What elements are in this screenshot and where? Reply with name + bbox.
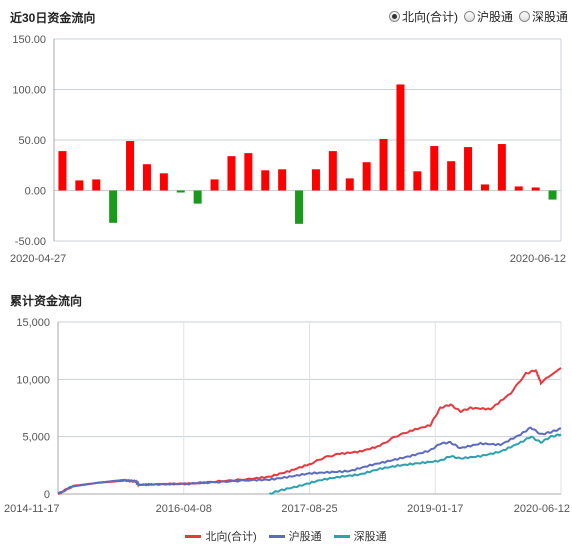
bar [464, 147, 473, 191]
series-line-1 [57, 426, 562, 495]
bar [345, 178, 354, 191]
legend-item-shenzhen[interactable]: 深股通 [333, 528, 387, 544]
bar [413, 171, 422, 191]
series-line-2 [269, 433, 562, 495]
bar [58, 151, 67, 191]
bar [75, 180, 84, 191]
bar [311, 169, 320, 191]
radio-selected-icon [388, 11, 400, 22]
bar [514, 186, 523, 191]
line-x-tick-label: 2014-11-17 [4, 503, 59, 515]
bar [278, 169, 287, 191]
line-y-tick-label: 10,000 [16, 374, 50, 386]
bar [227, 156, 236, 191]
legend-item-shanghai[interactable]: 沪股通 [268, 528, 322, 544]
bar [142, 164, 151, 191]
radio-north[interactable]: 北向(合计) [388, 8, 458, 25]
legend-swatch-shenzhen [333, 534, 350, 538]
bar [176, 190, 185, 193]
legend-swatch-north [185, 534, 202, 538]
series-radio-group: 北向(合计) 沪股通 深股通 [388, 8, 568, 25]
bar [480, 184, 489, 191]
bar [92, 179, 101, 191]
bar-x-tick-label: 2020-06-12 [510, 253, 566, 265]
line-x-tick-label: 2016-04-08 [156, 503, 212, 515]
bar [193, 190, 202, 204]
radio-unselected-icon [518, 11, 530, 22]
legend-label-shanghai: 沪股通 [288, 531, 322, 543]
line-legend: 北向(合计) 沪股通 深股通 [0, 528, 572, 544]
legend-swatch-shanghai [268, 534, 285, 538]
bar-y-tick-label: 100.00 [12, 85, 46, 97]
line-y-tick-label: 0 [44, 489, 50, 501]
bar-y-tick-label: 0.00 [25, 186, 46, 198]
bar-y-tick-label: 150.00 [12, 34, 46, 46]
bar-chart: 150.00 100.00 50.00 0.00 -50.00 2020-04-27 202… [10, 34, 566, 265]
bar-x-tick-label: 2020-04-27 [10, 253, 66, 265]
bar [548, 190, 557, 200]
bar [447, 161, 456, 191]
bar [109, 190, 118, 223]
bar [210, 179, 219, 191]
bar [531, 187, 540, 191]
bar [244, 153, 253, 191]
radio-shenzhen[interactable]: 深股通 [518, 8, 568, 25]
radio-north-label: 北向(合计) [401, 10, 458, 24]
legend-label-shenzhen: 深股通 [353, 531, 387, 543]
bar-y-tick-label: -50.00 [15, 236, 46, 248]
bar [430, 146, 439, 191]
radio-unselected-icon [463, 11, 475, 22]
line-x-tick-label: 2020-06-12 [514, 503, 570, 515]
bar [261, 170, 270, 191]
bar [328, 151, 337, 191]
bar [497, 144, 506, 191]
radio-shenzhen-label: 深股通 [531, 10, 568, 24]
legend-item-north[interactable]: 北向(合计) [185, 528, 257, 544]
bar [159, 173, 168, 191]
bar [379, 138, 388, 191]
bar [295, 190, 304, 224]
line-x-tick-label: 2019-01-17 [407, 503, 463, 515]
radio-shanghai-label: 沪股通 [476, 10, 513, 24]
radio-shanghai[interactable]: 沪股通 [463, 8, 513, 25]
bar [126, 141, 135, 191]
bottom-chart-title: 累计资金流向 [10, 294, 83, 308]
bar [362, 162, 371, 191]
top-chart-title: 近30日资金流向 [10, 11, 96, 25]
legend-label-north: 北向(合计) [205, 531, 257, 543]
bar-y-tick-label: 50.00 [18, 135, 46, 147]
line-x-tick-label: 2017-08-25 [281, 503, 337, 515]
bar [396, 84, 405, 191]
line-y-tick-label: 15,000 [16, 317, 50, 329]
line-y-tick-label: 5,000 [22, 432, 50, 444]
